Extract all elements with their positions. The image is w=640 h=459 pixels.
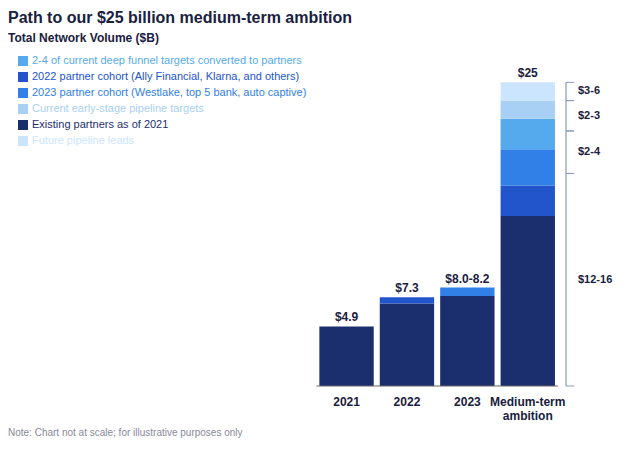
svg-text:2021: 2021: [333, 395, 360, 409]
html-text:2023 partner cohort (Westlake,: 2023 partner cohort (Westlake, top 5 ban…: [32, 86, 307, 98]
html-text:Path to our $25 billion medium: Path to our $25 billion medium-term ambi…: [8, 9, 352, 26]
html-text:Current early-stage pipeline t: Current early-stage pipeline targets: [32, 102, 204, 114]
svg-text:2023: 2023: [454, 395, 481, 409]
svg-text:$7.3: $7.3: [395, 281, 419, 295]
svg-text:$25: $25: [518, 66, 538, 80]
html-text:2-4 of current deep funnel tar: 2-4 of current deep funnel targets conve…: [32, 54, 302, 66]
html-text:Note: Chart not at scale; for: Note: Chart not at scale; for illustrati…: [8, 427, 243, 438]
svg-text:$8.0-8.2: $8.0-8.2: [445, 272, 489, 286]
html-text:Future pipeline leads: Future pipeline leads: [32, 134, 135, 146]
svg-text:2022: 2022: [394, 395, 421, 409]
svg-text:$4.9: $4.9: [335, 310, 359, 324]
html-text:Total Network Volume ($B): Total Network Volume ($B): [8, 31, 159, 45]
svg-text:Medium-termambition: Medium-termambition: [490, 395, 565, 423]
svg-text:$2-4: $2-4: [578, 145, 601, 157]
svg-text:$12-16: $12-16: [578, 273, 612, 285]
svg-text:$3-6: $3-6: [578, 84, 600, 96]
html-text:2022 partner cohort (Ally Fina: 2022 partner cohort (Ally Financial, Kla…: [32, 70, 300, 82]
html-text:Existing partners as of 2021: Existing partners as of 2021: [32, 118, 169, 130]
svg-text:$2-3: $2-3: [578, 109, 600, 121]
